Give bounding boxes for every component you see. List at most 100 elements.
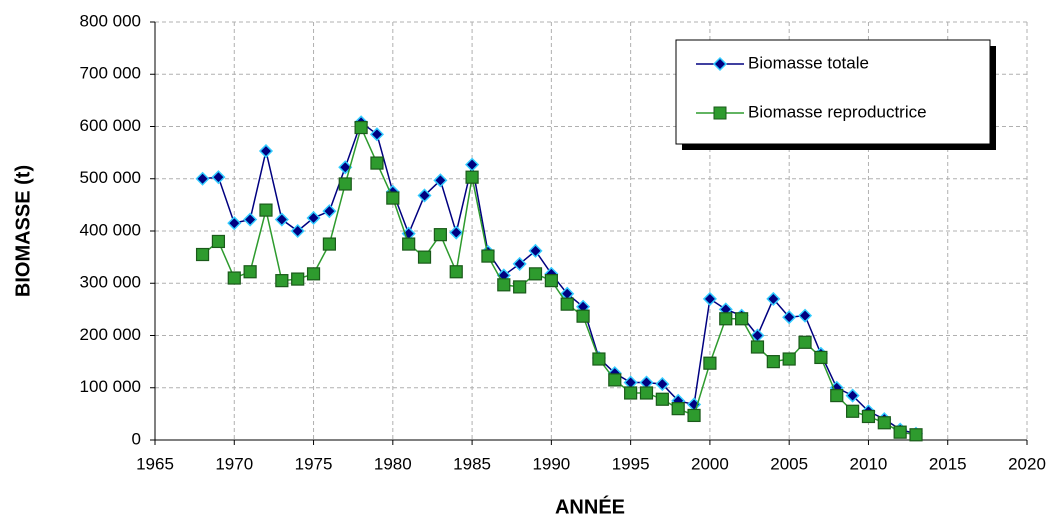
point (497, 278, 511, 292)
point (290, 223, 305, 239)
legend: Biomasse totale Biomasse reproductrice (675, 39, 996, 150)
y-tick-label: 700 000 (80, 64, 141, 83)
point (513, 280, 527, 294)
point (877, 416, 891, 430)
y-tick-label: 500 000 (80, 168, 141, 187)
point (274, 212, 289, 227)
y-axis-title: BIOMASSE (t) (12, 165, 34, 297)
point (433, 228, 447, 242)
point (243, 265, 257, 279)
point (402, 237, 416, 251)
point (782, 310, 797, 325)
point (608, 373, 622, 387)
x-tick-label: 1980 (374, 454, 412, 473)
legend-box (675, 39, 991, 145)
point (655, 392, 669, 406)
point (449, 225, 464, 240)
x-tick-label: 1990 (532, 454, 570, 473)
point (195, 247, 210, 262)
x-tick-label: 2020 (1008, 454, 1046, 473)
x-tick-label: 2005 (770, 454, 808, 473)
point (227, 271, 241, 285)
x-tick-label: 2010 (850, 454, 888, 473)
point (671, 402, 685, 416)
point (291, 272, 305, 286)
point (909, 428, 923, 442)
x-tick-label: 1995 (612, 454, 650, 473)
y-tick-label: 100 000 (80, 377, 141, 396)
legend-label: Biomasse reproductrice (748, 102, 927, 121)
point (322, 237, 336, 251)
point (703, 356, 717, 370)
point (845, 388, 860, 403)
point (814, 350, 828, 365)
legend-marker (713, 106, 727, 120)
y-tick-label: 0 (132, 429, 141, 448)
point (417, 188, 432, 203)
point (211, 234, 226, 249)
point (845, 404, 860, 418)
point (702, 291, 717, 306)
point (782, 352, 796, 366)
point (481, 249, 495, 263)
x-tick-label: 2000 (691, 454, 729, 473)
point (354, 120, 368, 135)
x-axis-title: ANNÉE (555, 495, 625, 518)
point (386, 191, 400, 205)
x-tick-label: 1985 (453, 454, 491, 473)
point (338, 177, 352, 191)
point (370, 156, 384, 170)
y-tick-label: 600 000 (80, 116, 141, 135)
point (544, 274, 558, 288)
point (797, 308, 813, 323)
point (560, 297, 574, 311)
x-tick-label: 2015 (929, 454, 967, 473)
point (798, 335, 812, 349)
point (766, 291, 781, 306)
point (465, 170, 479, 184)
point (624, 386, 638, 400)
point (830, 388, 844, 403)
point (243, 212, 258, 227)
point (592, 352, 606, 366)
legend-marker (712, 56, 728, 72)
point (369, 127, 385, 142)
series-line (202, 121, 917, 435)
y-tick-label: 200 000 (80, 325, 141, 344)
point (227, 216, 242, 231)
x-tick-label: 1970 (215, 454, 253, 473)
point (465, 157, 480, 172)
point (719, 312, 733, 326)
point (861, 409, 876, 424)
x-tick-label: 1965 (136, 454, 174, 473)
point (893, 425, 907, 439)
y-tick-label: 300 000 (80, 273, 141, 292)
point (528, 267, 543, 281)
point (417, 250, 432, 264)
point (322, 204, 337, 219)
point (258, 143, 274, 159)
point (528, 243, 543, 258)
point (338, 160, 353, 175)
series-line (202, 125, 917, 436)
point (735, 312, 749, 326)
point (576, 309, 590, 323)
point (449, 265, 463, 279)
point (306, 210, 321, 225)
point (211, 170, 226, 185)
x-tick-label: 1975 (295, 454, 333, 473)
point (275, 274, 289, 288)
point (750, 340, 765, 354)
point (306, 267, 321, 281)
legend-label: Biomasse totale (748, 53, 869, 72)
point (433, 173, 448, 188)
point (259, 203, 273, 217)
y-tick-label: 400 000 (80, 220, 141, 239)
point (195, 171, 210, 186)
point (639, 386, 654, 400)
y-tick-label: 800 000 (80, 11, 141, 30)
point (687, 408, 701, 423)
point (766, 355, 780, 369)
point (655, 377, 670, 392)
